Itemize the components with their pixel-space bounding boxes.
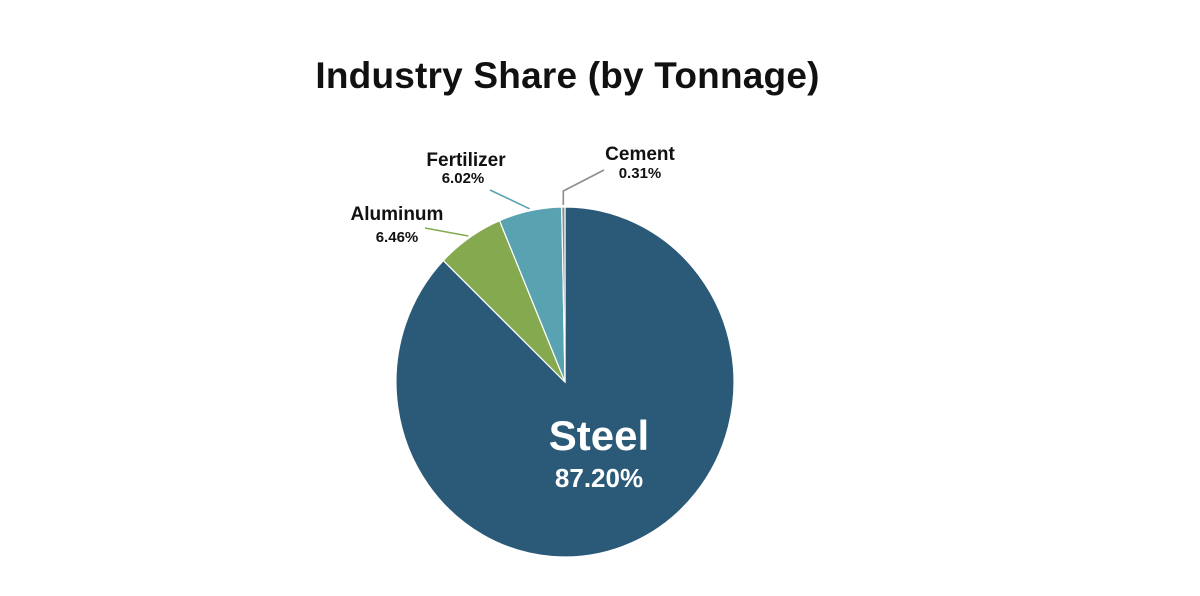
slice-label-cement: Cement [605,144,675,165]
pie-slices [395,206,735,558]
slice-value-aluminum: 6.46% [376,229,419,246]
slice-label-steel: Steel [549,412,649,459]
slice-label-aluminum: Aluminum [351,204,444,225]
pie-slice-cement [561,206,566,383]
slice-value-cement: 0.31% [619,165,662,182]
leader-line-cement [562,169,605,205]
leader-line-aluminum [424,227,469,237]
leader-line-fertilizer [489,189,530,210]
slice-labels: Steel 87.20% Aluminum 6.46% Fertilizer 6… [351,144,676,493]
leader-lines [424,169,605,237]
slice-value-fertilizer: 6.02% [442,170,485,187]
slice-label-fertilizer: Fertilizer [426,150,506,171]
chart-title: Industry Share (by Tonnage) [315,55,820,96]
slice-value-steel: 87.20% [555,463,643,493]
